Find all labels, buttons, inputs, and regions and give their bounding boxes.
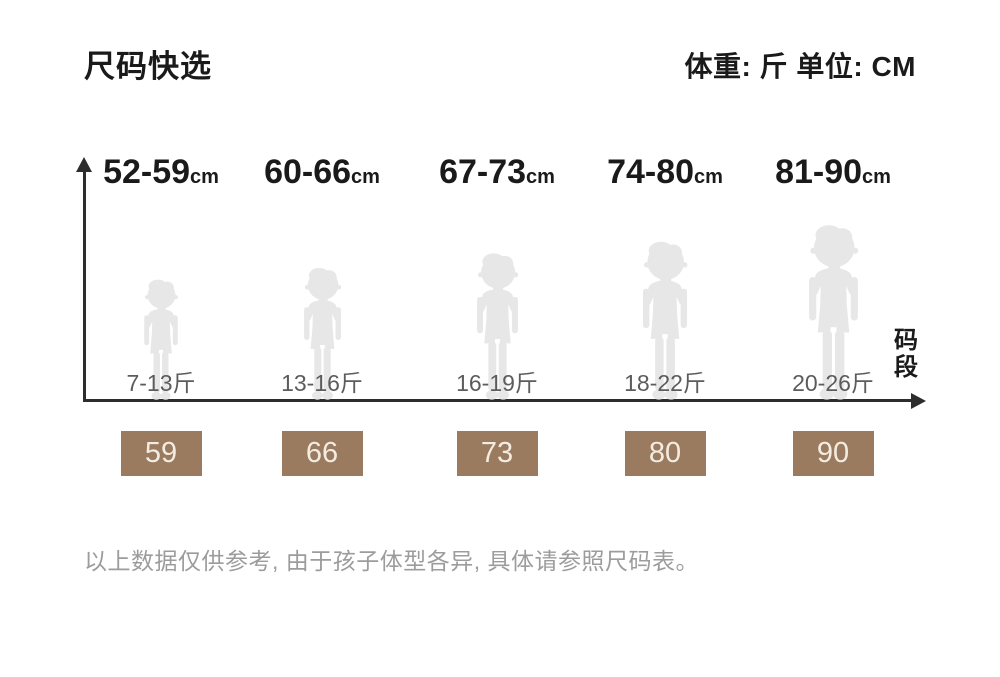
size-box[interactable]: 90 [792, 431, 874, 476]
unit-note: 体重: 斤 单位: CM [684, 51, 916, 82]
baby-silhouette-icon [476, 253, 518, 400]
baby-silhouette-icon [808, 225, 858, 400]
size-box[interactable]: 59 [120, 431, 202, 476]
footnote: 以上数据仅供参考, 由于孩子体型各异, 具体请参照尺码表。 [84, 548, 700, 574]
size-box[interactable]: 73 [456, 431, 538, 476]
page-title: 尺码快选 [84, 49, 212, 84]
height-range-label: 74-80cm [570, 153, 760, 192]
height-range-label: 60-66cm [227, 153, 417, 192]
baby-silhouette-icon [144, 279, 179, 400]
horizontal-axis-arrow-icon [911, 393, 926, 409]
height-range-label: 67-73cm [402, 153, 592, 192]
height-range-value: 60-66 [264, 153, 352, 191]
height-range-value: 52-59 [103, 153, 191, 191]
height-range-label: 52-59cm [66, 153, 256, 192]
baby-silhouette-icon [642, 241, 688, 400]
weight-label: 20-26斤 [792, 370, 874, 396]
weight-label: 13-16斤 [281, 370, 363, 396]
height-range-value: 81-90 [775, 153, 863, 191]
height-range-value: 74-80 [607, 153, 695, 191]
height-range-unit: cm [526, 166, 555, 188]
axis-end-label: 码段 [894, 327, 918, 381]
vertical-axis-arrow-icon [76, 157, 92, 172]
height-range-label: 81-90cm [738, 153, 928, 192]
weight-label: 18-22斤 [624, 370, 706, 396]
height-range-unit: cm [862, 166, 891, 188]
horizontal-axis-line [83, 399, 913, 402]
baby-silhouette-icon [303, 267, 341, 400]
height-range-unit: cm [694, 166, 723, 188]
size-box[interactable]: 80 [624, 431, 706, 476]
height-range-unit: cm [190, 166, 219, 188]
weight-label: 16-19斤 [456, 370, 538, 396]
height-range-value: 67-73 [439, 153, 527, 191]
height-range-unit: cm [351, 166, 380, 188]
weight-label: 7-13斤 [126, 370, 196, 396]
vertical-axis-line [83, 170, 86, 401]
size-box[interactable]: 66 [281, 431, 363, 476]
